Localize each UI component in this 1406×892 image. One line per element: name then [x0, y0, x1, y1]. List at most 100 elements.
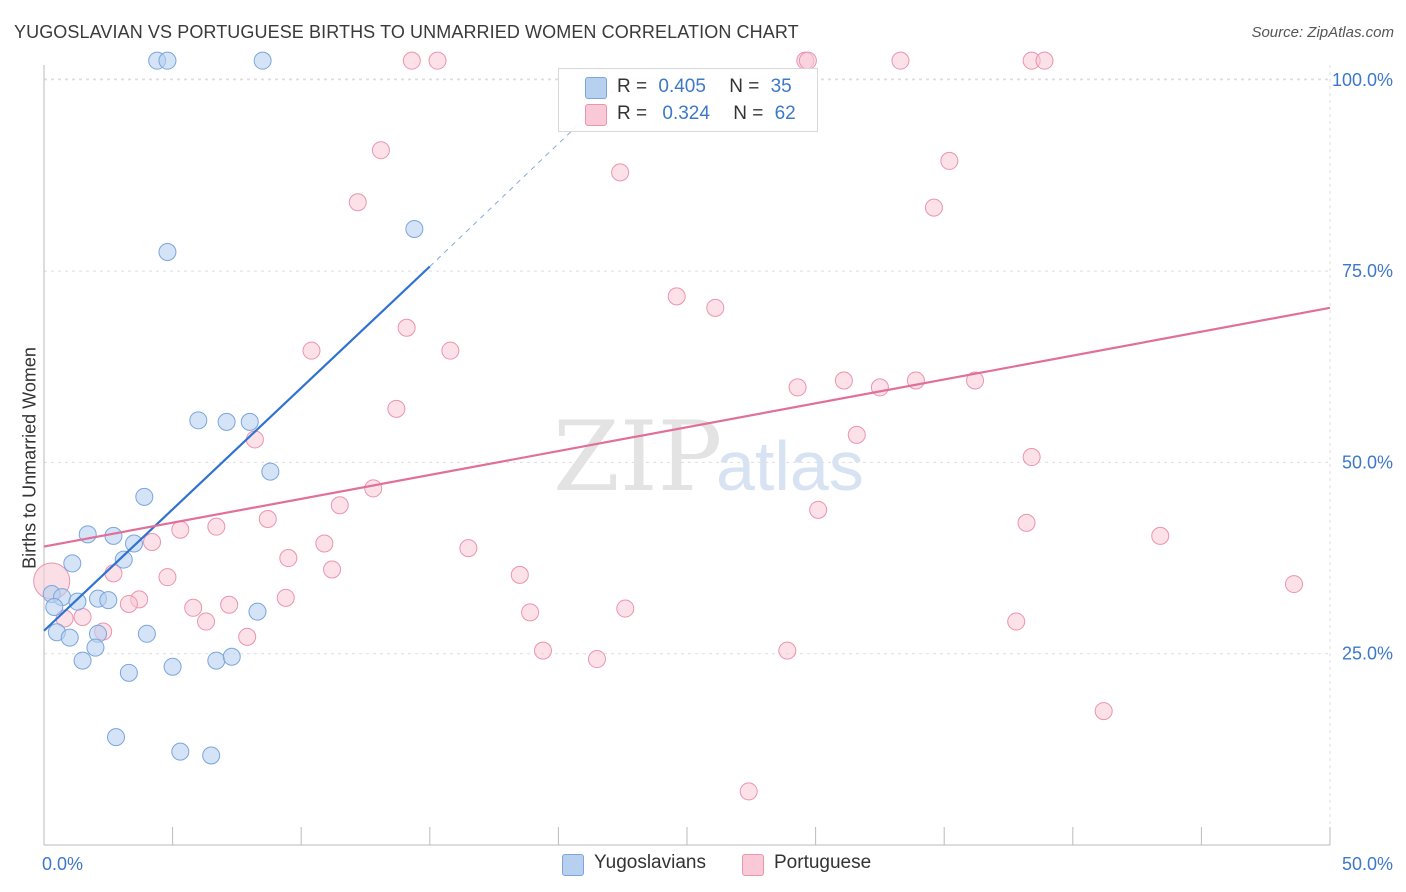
yugoslavian-point — [248, 602, 267, 621]
y-tick-label: 100.0% — [1332, 70, 1393, 90]
yugoslavian-point — [63, 554, 82, 573]
yugoslavian-point — [99, 591, 118, 610]
portuguese-point — [279, 549, 298, 568]
axes — [43, 65, 1331, 846]
portuguese-point — [364, 479, 383, 498]
portuguese-point — [924, 198, 943, 217]
yugoslavian-point — [217, 412, 236, 431]
portuguese-point — [184, 598, 203, 617]
portuguese-point — [891, 51, 910, 70]
legend-n-value: 35 — [770, 76, 792, 97]
portuguese-point — [616, 599, 635, 618]
y-tick-label: 25.0% — [1342, 644, 1393, 664]
portuguese-point — [847, 425, 866, 444]
x-tick-label: 0.0% — [42, 854, 83, 874]
yugoslavian-point — [73, 651, 92, 670]
yugoslavian-point — [137, 624, 156, 643]
bottom-swatch-blue — [562, 854, 584, 876]
portuguese-point — [302, 341, 321, 360]
portuguese-point — [171, 520, 190, 539]
legend-n-label: N = — [729, 76, 760, 97]
chart-title: YUGOSLAVIAN VS PORTUGUESE BIRTHS TO UNMA… — [14, 22, 799, 42]
yugoslavian-point — [158, 242, 177, 261]
yugoslavian-point — [253, 51, 272, 70]
yugoslavian-point — [68, 592, 87, 611]
portuguese-point — [587, 650, 606, 669]
portuguese-point — [1022, 448, 1041, 467]
yugoslavian-point — [261, 462, 280, 481]
portuguese-point — [834, 371, 853, 390]
portuguese-point — [739, 782, 758, 801]
portuguese-point — [778, 641, 797, 660]
portuguese-point — [706, 298, 725, 317]
legend-r-label: R = — [617, 103, 648, 124]
grid-lines — [44, 65, 1331, 845]
yugoslavian-point — [202, 746, 221, 765]
x-tick-label: 50.0% — [1342, 854, 1393, 874]
portuguese-point — [521, 603, 540, 622]
legend-r-label: R = — [617, 76, 648, 97]
portuguese-point — [348, 193, 367, 212]
portuguese-point — [387, 399, 406, 418]
y-tick-label: 75.0% — [1342, 261, 1393, 281]
portuguese-point — [809, 500, 828, 519]
trend-lines — [43, 79, 1331, 632]
portuguese-point — [238, 627, 257, 646]
watermark: ZIP atlas — [553, 401, 864, 513]
correlation-legend: R = 0.405 N = 35 R = 0.324 N = 62 — [558, 68, 818, 132]
portuguese-point — [245, 430, 264, 449]
portuguese-point — [158, 568, 177, 587]
yugoslavian-point — [158, 51, 177, 70]
source-label: Source: ZipAtlas.com — [1251, 24, 1394, 41]
yugoslavian-point — [86, 638, 105, 657]
portuguese-point — [1284, 575, 1303, 594]
yugoslavian-point — [189, 411, 208, 430]
yugoslavian-point — [240, 412, 259, 431]
portuguese-point — [1151, 526, 1170, 545]
portuguese-point — [402, 51, 421, 70]
y-tick-label: 50.0% — [1342, 452, 1393, 472]
watermark-zip: ZIP — [553, 401, 722, 513]
portuguese-point — [441, 341, 460, 360]
portuguese-point — [1007, 612, 1026, 631]
portuguese-point — [197, 612, 216, 631]
portuguese-point — [258, 510, 277, 529]
yugoslavian-point — [45, 598, 64, 617]
bottom-swatch-pink — [742, 854, 764, 876]
yugoslavian-point — [125, 534, 144, 553]
legend-n-value: 62 — [774, 103, 796, 124]
legend-r-value: 0.324 — [662, 103, 710, 124]
portuguese-point — [323, 560, 342, 579]
portuguese-point — [276, 588, 295, 607]
portuguese-point — [510, 565, 529, 584]
portuguese-point — [788, 378, 807, 397]
yugoslavian-point — [107, 728, 126, 747]
bottom-legend-label: Portuguese — [774, 852, 872, 873]
yugoslavian-point — [222, 647, 241, 666]
portuguese-point — [1094, 702, 1113, 721]
portuguese-point — [397, 318, 416, 337]
legend-n-label: N = — [733, 103, 764, 124]
yugoslavian-point — [135, 487, 154, 506]
portuguese-point — [611, 163, 630, 182]
portuguese-point — [428, 51, 447, 70]
portuguese-point — [798, 51, 817, 70]
portuguese-point — [371, 141, 390, 160]
yugoslavian-point — [405, 220, 424, 239]
portuguese-point — [73, 607, 92, 626]
portuguese-point — [533, 641, 552, 660]
portuguese-point — [315, 534, 334, 553]
tick-labels: 25.0% 50.0% 75.0% 100.0% 0.0% 50.0% — [42, 70, 1393, 874]
portuguese-point — [1017, 513, 1036, 532]
yugoslavian-points — [42, 51, 424, 765]
legend-swatch-pink — [585, 104, 607, 126]
portuguese-point — [220, 595, 239, 614]
yugoslavian-trendline — [43, 265, 431, 632]
watermark-atlas: atlas — [716, 427, 864, 505]
portuguese-point — [966, 371, 985, 390]
portuguese-point — [119, 594, 138, 613]
portuguese-point — [459, 539, 478, 558]
bottom-legend-label: Yugoslavians — [594, 852, 706, 873]
yugoslavian-point — [119, 663, 138, 682]
